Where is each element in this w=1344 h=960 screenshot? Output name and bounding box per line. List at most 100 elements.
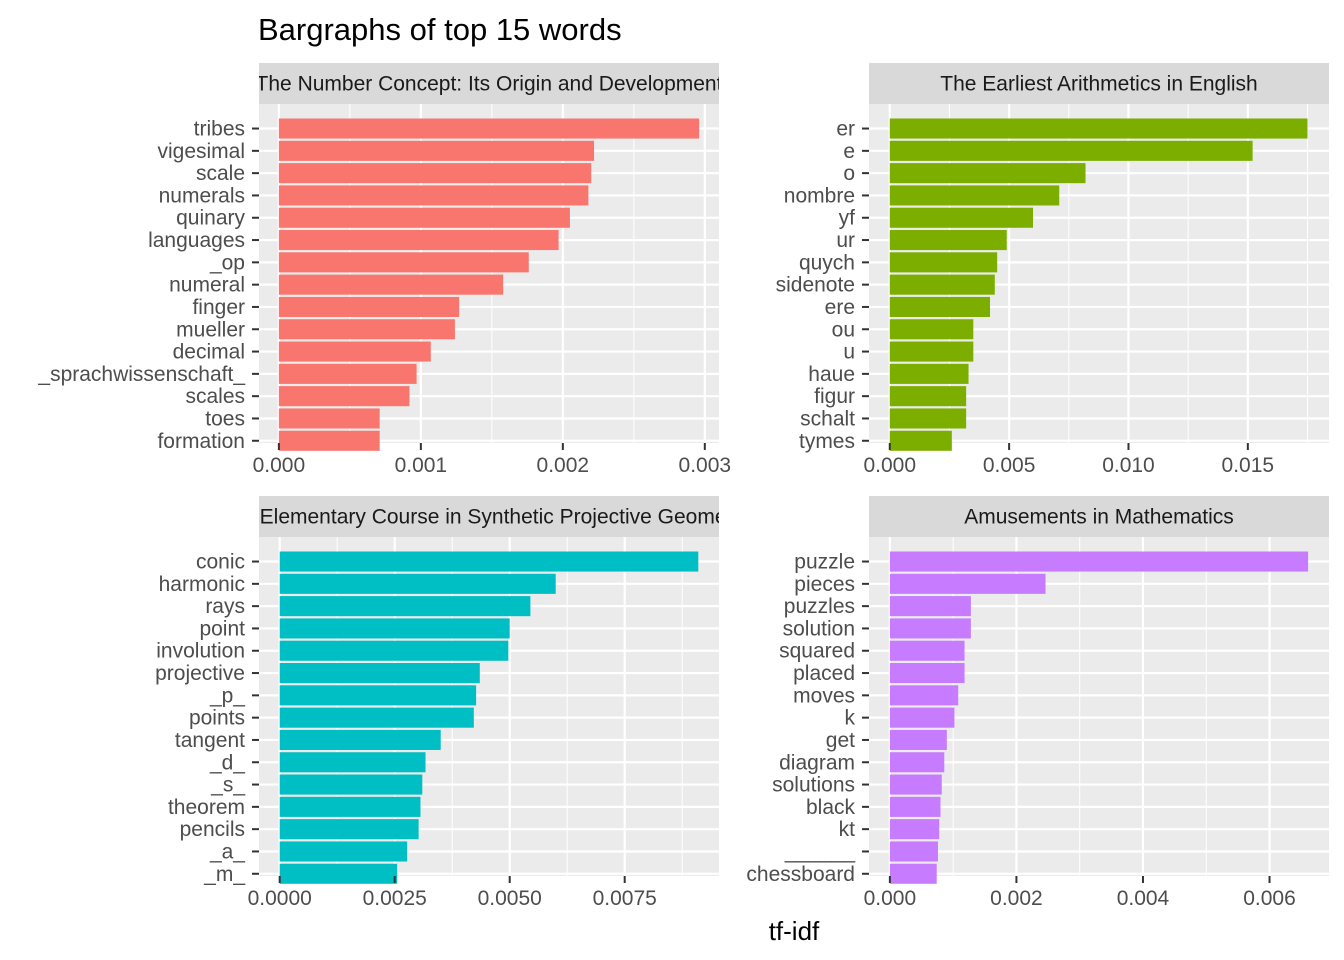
y-tick-label: o (843, 162, 855, 185)
bar-k (889, 707, 955, 728)
y-tick-label: quinary (176, 207, 245, 230)
bar-ere (889, 296, 991, 317)
bar-tangent (279, 729, 441, 750)
bar-u (889, 341, 974, 362)
bar-finger (278, 296, 460, 317)
bar-ur (889, 230, 1007, 251)
y-tick-label: _op (209, 251, 245, 274)
x-tick-label: 0.000 (253, 454, 306, 477)
y-tick-label: ______ (784, 840, 855, 863)
x-tick-label: 0.003 (679, 454, 732, 477)
y-tick-label: numeral (169, 274, 245, 297)
bar-pencils (279, 819, 419, 840)
y-tick-label: diagram (779, 751, 855, 774)
x-tick-label: 0.001 (395, 454, 448, 477)
bar-placed (889, 663, 965, 684)
bar-o (889, 163, 1086, 184)
x-axis-label: tf-idf (769, 916, 820, 946)
y-tick-label: _sprachwissenschaft_ (37, 363, 245, 386)
bar-moves (889, 685, 959, 706)
bar-sprachwissenschaft (278, 363, 417, 384)
x-tick-label: 0.006 (1243, 887, 1296, 910)
y-tick-label: ur (836, 229, 855, 252)
y-tick-label: _p_ (209, 684, 245, 707)
bar-puzzle (889, 551, 1309, 572)
y-tick-label: k (845, 707, 856, 730)
bar-black (889, 796, 941, 817)
y-tick-label: pieces (794, 573, 855, 596)
bar-op (278, 252, 529, 273)
y-tick-label: _d_ (209, 751, 245, 774)
bar-figur (889, 386, 967, 407)
y-tick-label: _a_ (209, 840, 245, 863)
y-tick-label: scale (196, 162, 245, 185)
y-tick-label: pencils (180, 818, 245, 841)
x-tick-label: 0.0075 (593, 887, 657, 910)
y-tick-label: schalt (800, 407, 855, 430)
y-tick-label: harmonic (159, 573, 245, 596)
y-tick-label: figur (814, 385, 855, 408)
x-tick-label: 0.002 (990, 887, 1043, 910)
y-tick-label: toes (205, 407, 245, 430)
x-tick-label: 0.000 (864, 887, 917, 910)
bar-toes (278, 408, 380, 429)
bar-conic (279, 551, 699, 572)
y-tick-label: solution (783, 617, 855, 640)
bar-p (279, 685, 477, 706)
x-tick-label: 0.015 (1222, 454, 1275, 477)
y-tick-label: tymes (799, 430, 855, 453)
y-tick-label: e (843, 140, 855, 163)
bar-m (279, 863, 397, 884)
bar-vigesimal (278, 140, 595, 161)
y-tick-label: decimal (173, 341, 245, 364)
facet-strip-title: The Earliest Arithmetics in English (940, 73, 1257, 96)
y-tick-label: moves (793, 684, 855, 707)
bar-scales (278, 386, 410, 407)
bar-squared (889, 640, 965, 661)
facet-strip (259, 63, 719, 104)
y-tick-label: conic (196, 551, 245, 574)
bar-pieces (889, 573, 1046, 594)
y-tick-label: vigesimal (157, 140, 245, 163)
bar-theorem (279, 796, 421, 817)
bar-numeral (278, 274, 504, 295)
facet-strip (869, 63, 1329, 104)
x-tick-label: 0.0050 (478, 887, 542, 910)
y-tick-label: languages (148, 229, 245, 252)
bar-solution (889, 618, 971, 639)
y-tick-label: nombre (784, 184, 855, 207)
x-tick-label: 0.002 (537, 454, 590, 477)
bar-tribes (278, 118, 700, 139)
y-tick-label: involution (156, 640, 245, 663)
x-tick-label: 0.010 (1102, 454, 1155, 477)
bar-quych (889, 252, 998, 273)
y-tick-label: sidenote (776, 274, 855, 297)
bar-get (889, 729, 947, 750)
y-tick-label: placed (793, 662, 855, 685)
bar-scale (278, 163, 592, 184)
bar-kt (889, 819, 940, 840)
y-tick-label: yf (839, 207, 856, 230)
bar-puzzles (889, 596, 971, 617)
y-tick-label: get (826, 729, 855, 752)
y-tick-label: ou (832, 318, 855, 341)
y-tick-label: points (189, 707, 245, 730)
bar-involution (279, 640, 509, 661)
y-tick-label: haue (808, 363, 855, 386)
y-tick-label: black (806, 796, 856, 819)
y-tick-label: formation (157, 430, 245, 453)
facet-panel-4: Amusements in Mathematics puzzlepiecespuz… (746, 496, 1329, 910)
bar-e (889, 140, 1253, 161)
bar-languages (278, 230, 559, 251)
x-tick-label: 0.005 (983, 454, 1036, 477)
bar-points (279, 707, 474, 728)
bar-nombre (889, 185, 1060, 206)
bar-sidenote (889, 274, 995, 295)
y-tick-label: projective (155, 662, 245, 685)
facet-panel-2: The Earliest Arithmetics in Englishereon… (776, 63, 1329, 477)
bar-chessboard (889, 863, 937, 884)
bar-ou (889, 319, 974, 340)
y-tick-label: tangent (175, 729, 245, 752)
y-tick-label: rays (205, 595, 245, 618)
y-tick-label: puzzle (794, 551, 855, 574)
